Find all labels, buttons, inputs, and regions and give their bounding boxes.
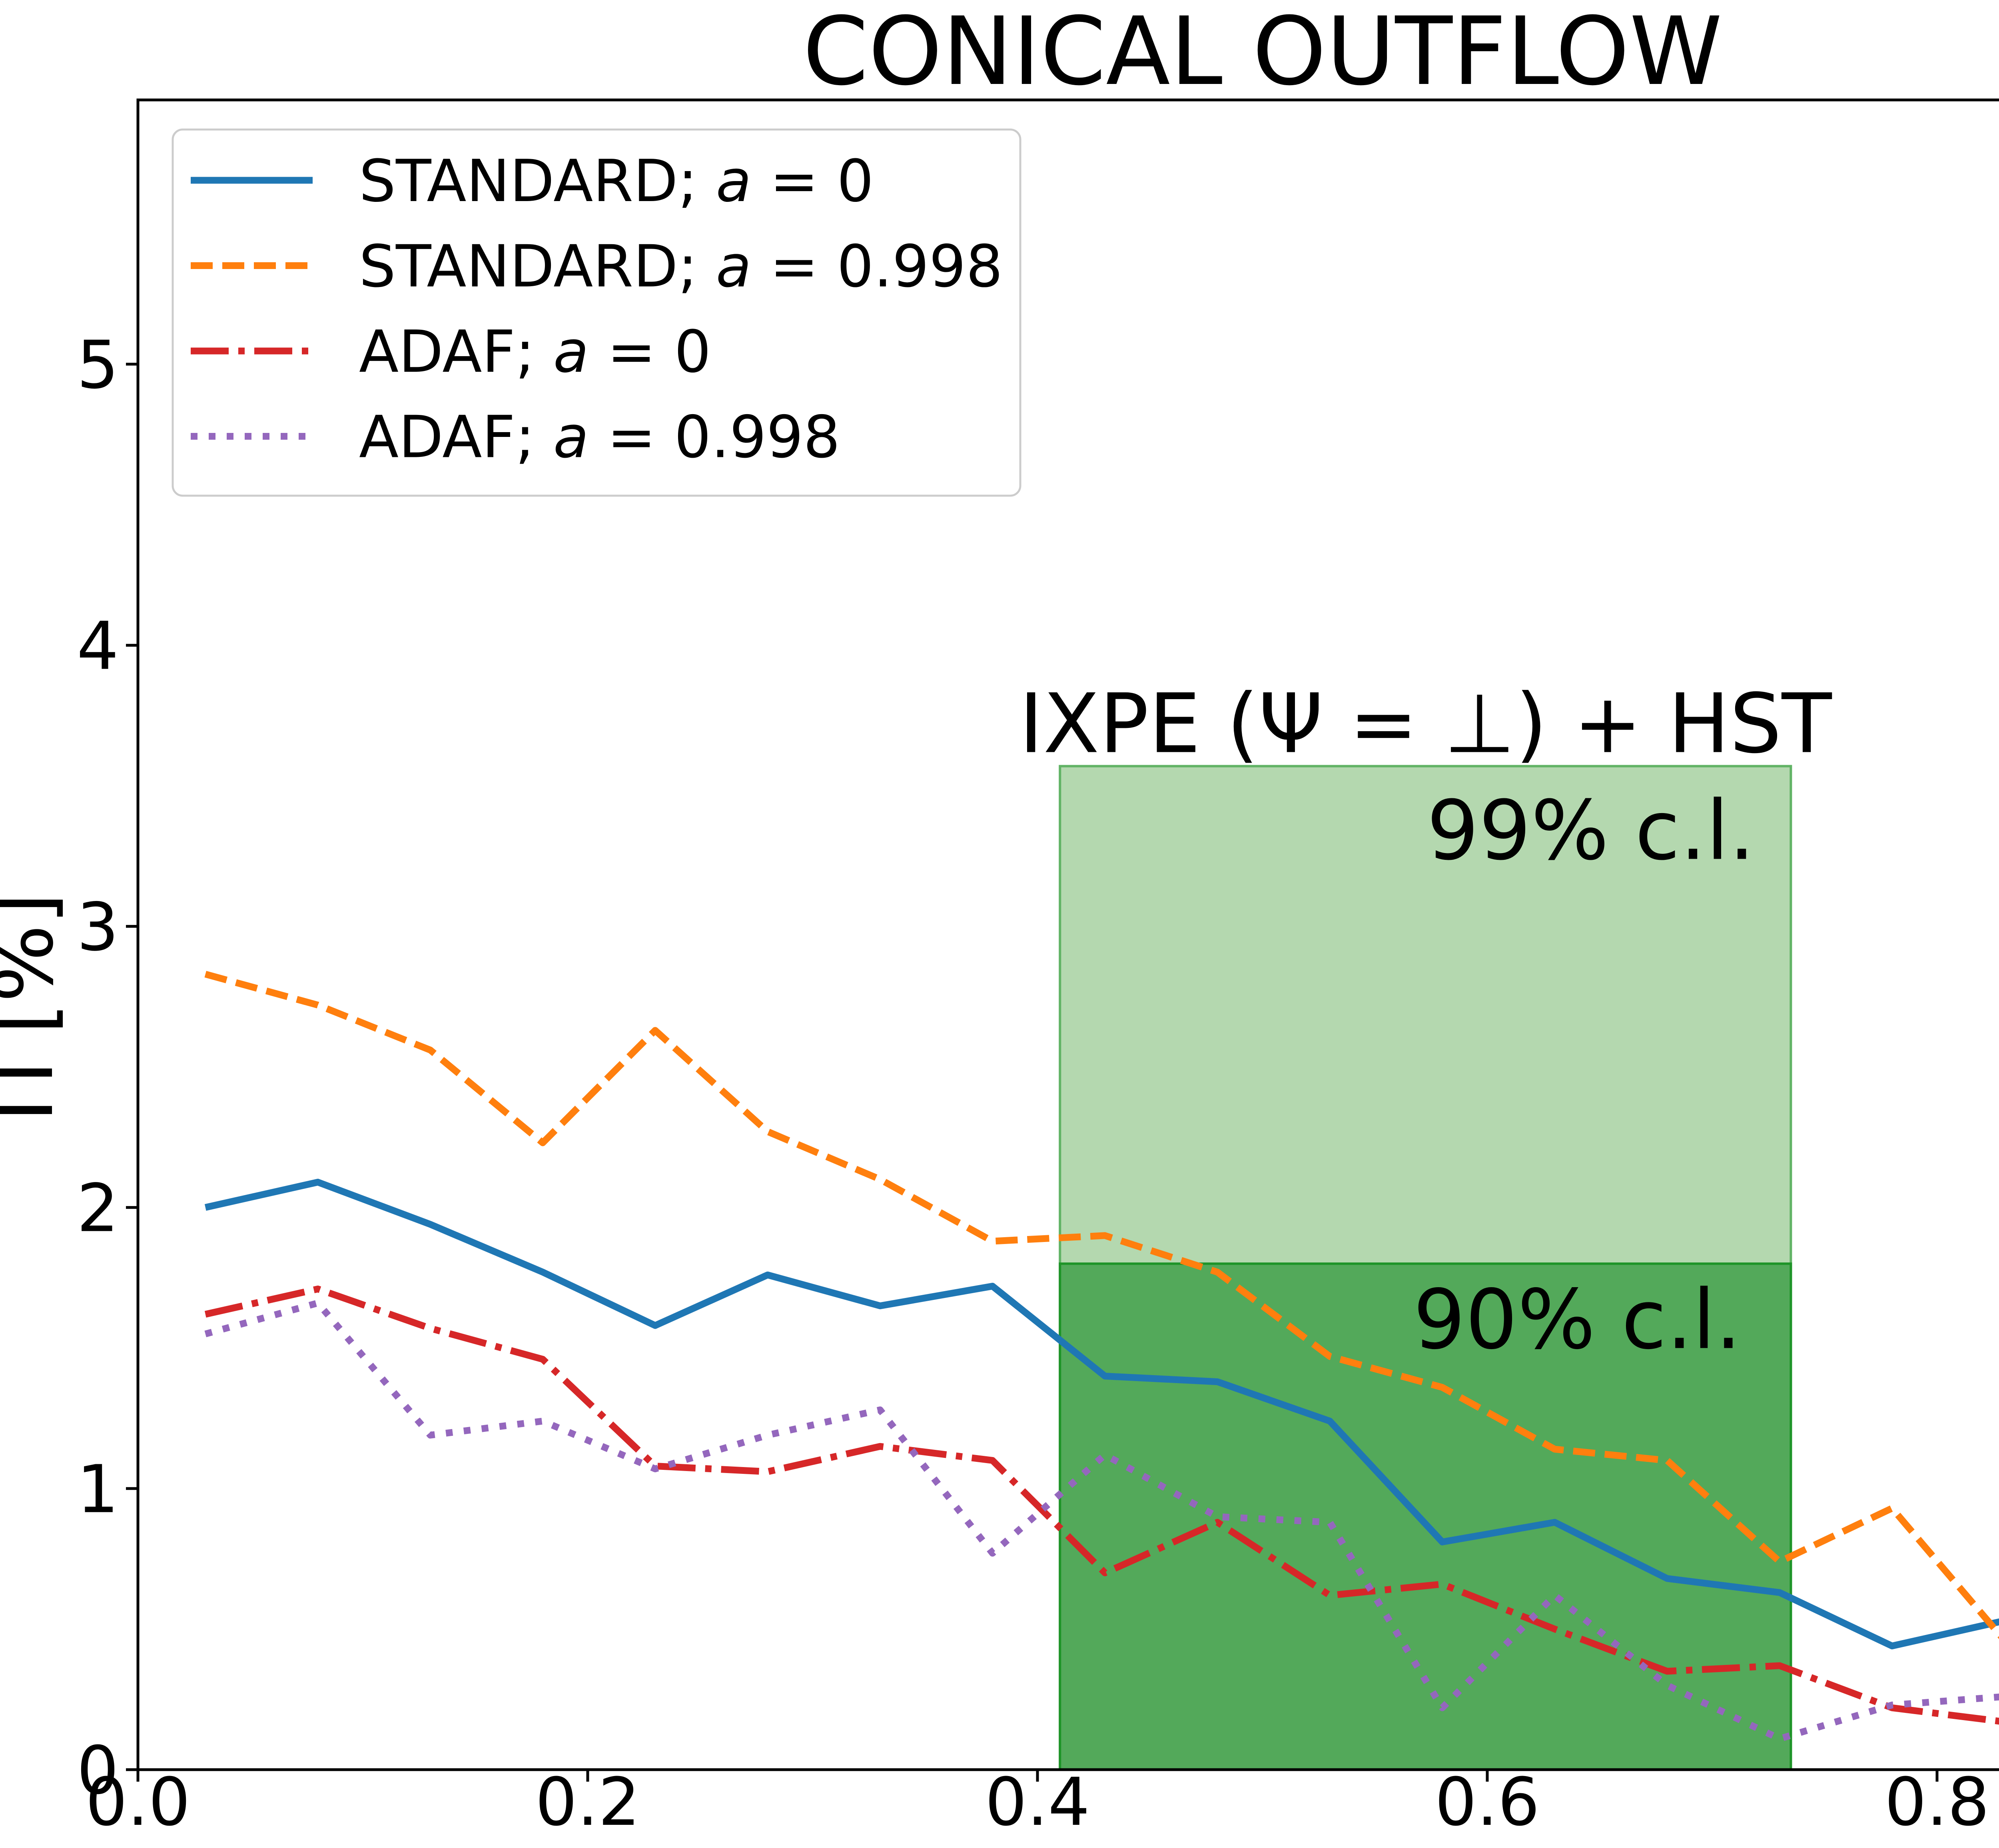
x-tick-label: 0.6 xyxy=(1435,1764,1540,1840)
series-line-adaf-a-0 xyxy=(204,1286,1999,1725)
x-tick-label: 0.0 xyxy=(86,1764,190,1840)
legend-box xyxy=(172,128,1021,497)
confidence-region-90pct xyxy=(1059,1262,1792,1771)
y-tick-label: 1 xyxy=(77,1451,119,1528)
axis-ticks: 0.00.20.40.60.81.0012345 xyxy=(77,327,1989,1840)
axes-frame xyxy=(136,98,1999,1771)
series-line-standard-a-0-998 xyxy=(204,971,1999,1639)
y-tick-label: 0 xyxy=(77,1732,119,1809)
legend-label: ADAF; a = 0 xyxy=(359,318,711,386)
legend-label: STANDARD; a = 0 xyxy=(359,148,874,215)
y-tick-label: 2 xyxy=(77,1170,119,1247)
annotation-99-c-l-: 99% c.l. xyxy=(1427,783,1755,879)
annotations: IXPE (Ψ = ⊥) + HST 99% c.l. 90% c.l. xyxy=(1019,676,1832,1368)
series-line-standard-a-0 xyxy=(204,1178,1999,1650)
confidence-regions xyxy=(1059,765,1792,1771)
x-tick-label: 0.2 xyxy=(535,1764,640,1840)
x-tick-label: 0.4 xyxy=(985,1764,1090,1840)
legend: STANDARD; a = 0 STANDARD; a = 0.998 ADAF; … xyxy=(172,128,1021,497)
y-axis-label: Π [%] xyxy=(0,893,72,1122)
y-tick-label: 4 xyxy=(77,608,119,684)
legend-label: ADAF; a = 0.998 xyxy=(359,404,840,471)
plot-border xyxy=(136,98,1999,1771)
annotation-ixpe-hst: IXPE (Ψ = ⊥) + HST xyxy=(1019,676,1832,771)
x-tick-label: 0.8 xyxy=(1885,1764,1989,1840)
data-series xyxy=(204,971,1999,1742)
y-tick-label: 3 xyxy=(77,889,119,965)
legend-label: STANDARD; a = 0.998 xyxy=(359,233,1003,301)
chart-title: CONICAL OUTFLOW xyxy=(803,0,1722,106)
y-tick-label: 5 xyxy=(77,327,119,403)
annotation-90-c-l-: 90% c.l. xyxy=(1413,1272,1742,1368)
